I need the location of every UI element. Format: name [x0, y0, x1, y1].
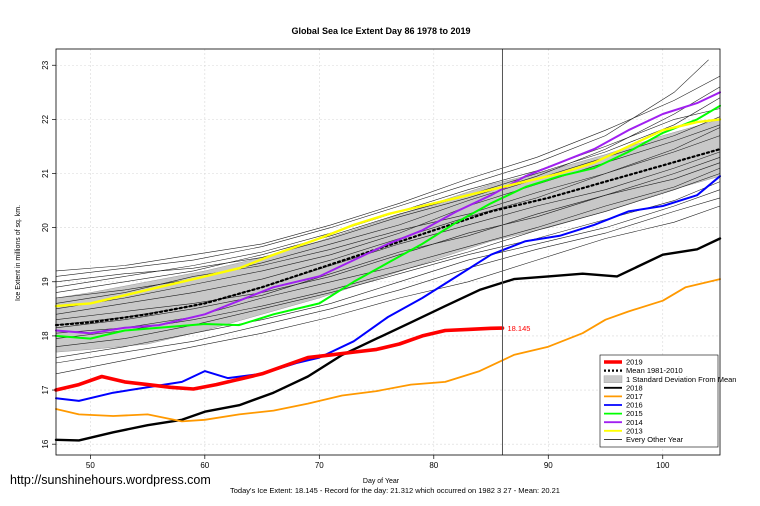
legend-every-other-year-label: Every Other Year: [626, 435, 684, 444]
legend-2015-label: 2015: [626, 409, 643, 418]
series-line-2013: [54, 118, 722, 308]
plot-frame: [55, 48, 721, 456]
footer-stats: Today's Ice Extent: 18.145 - Record for …: [230, 486, 560, 495]
y-tick-label-3: 19: [41, 277, 50, 286]
legend-2013-label: 2013: [626, 426, 643, 435]
series-line-2018: [54, 237, 722, 442]
other-year-line-1: [55, 124, 721, 310]
other-years-lines: [55, 59, 721, 375]
x-tick-label-2: 70: [315, 461, 324, 470]
legend-2014-label: 2014: [626, 418, 643, 427]
x-tick-label-5: 100: [656, 461, 670, 470]
other-year-line-2: [55, 157, 721, 320]
other-year-line-6: [55, 116, 721, 299]
y-tick-label-5: 21: [41, 169, 50, 178]
other-year-line-11: [55, 135, 721, 304]
other-year-line-5: [55, 75, 721, 272]
series-line-2017: [55, 278, 721, 423]
x-tick-label-0: 50: [86, 461, 95, 470]
legend-1-standard-deviation-from-mean-swatch: [603, 375, 623, 383]
y-tick-label-0: 16: [41, 439, 50, 448]
series-line-2016: [55, 175, 721, 402]
x-axis-label: Day of Year: [363, 478, 400, 485]
legend-2019-label: 2019: [626, 358, 643, 367]
legend-2017-label: 2017: [626, 392, 643, 401]
series-line-2014: [55, 91, 721, 335]
legend-2018-label: 2018: [626, 383, 643, 392]
watermark-url: http://sunshinehours.wordpress.com: [10, 473, 211, 487]
legend-2016-label: 2016: [626, 401, 643, 410]
other-year-line-7: [55, 197, 721, 364]
y-tick-label-7: 23: [41, 60, 50, 69]
y-tick-label-4: 20: [41, 223, 50, 232]
chart-title: Global Sea Ice Extent Day 86 1978 to 201…: [291, 26, 470, 36]
y-tick-label-1: 17: [41, 385, 50, 394]
other-year-line-16: [55, 189, 721, 358]
other-year-line-15: [55, 59, 709, 277]
other-year-line-10: [55, 205, 721, 375]
other-year-line-9: [55, 86, 721, 283]
other-year-line-3: [55, 167, 721, 334]
y-axis-label: Ice Extent in millions of sq. km.: [15, 205, 22, 301]
x-tick-label-4: 90: [544, 461, 553, 470]
series-line-2015: [55, 104, 721, 340]
legend-mean-1981-2010-label: Mean 1981-2010: [626, 366, 683, 375]
y-axis-ticks: 16 17 18 19 20 21 22 23: [41, 60, 56, 449]
other-year-line-17: [55, 162, 721, 329]
x-tick-label-3: 80: [429, 461, 438, 470]
y-tick-label-2: 18: [41, 331, 50, 340]
current-value-label: 18.145: [507, 324, 530, 333]
y-tick-label-6: 22: [41, 114, 50, 123]
x-tick-label-1: 60: [200, 461, 209, 470]
other-year-line-14: [55, 97, 721, 293]
legend-1-standard-deviation-from-mean-label: 1 Standard Deviation From Mean: [626, 375, 736, 384]
other-year-line-4: [55, 181, 721, 347]
highlighted-series: [54, 91, 722, 442]
x-axis-ticks: 50 60 70 80 90 100: [86, 455, 670, 470]
series-line-2019: [54, 326, 505, 392]
